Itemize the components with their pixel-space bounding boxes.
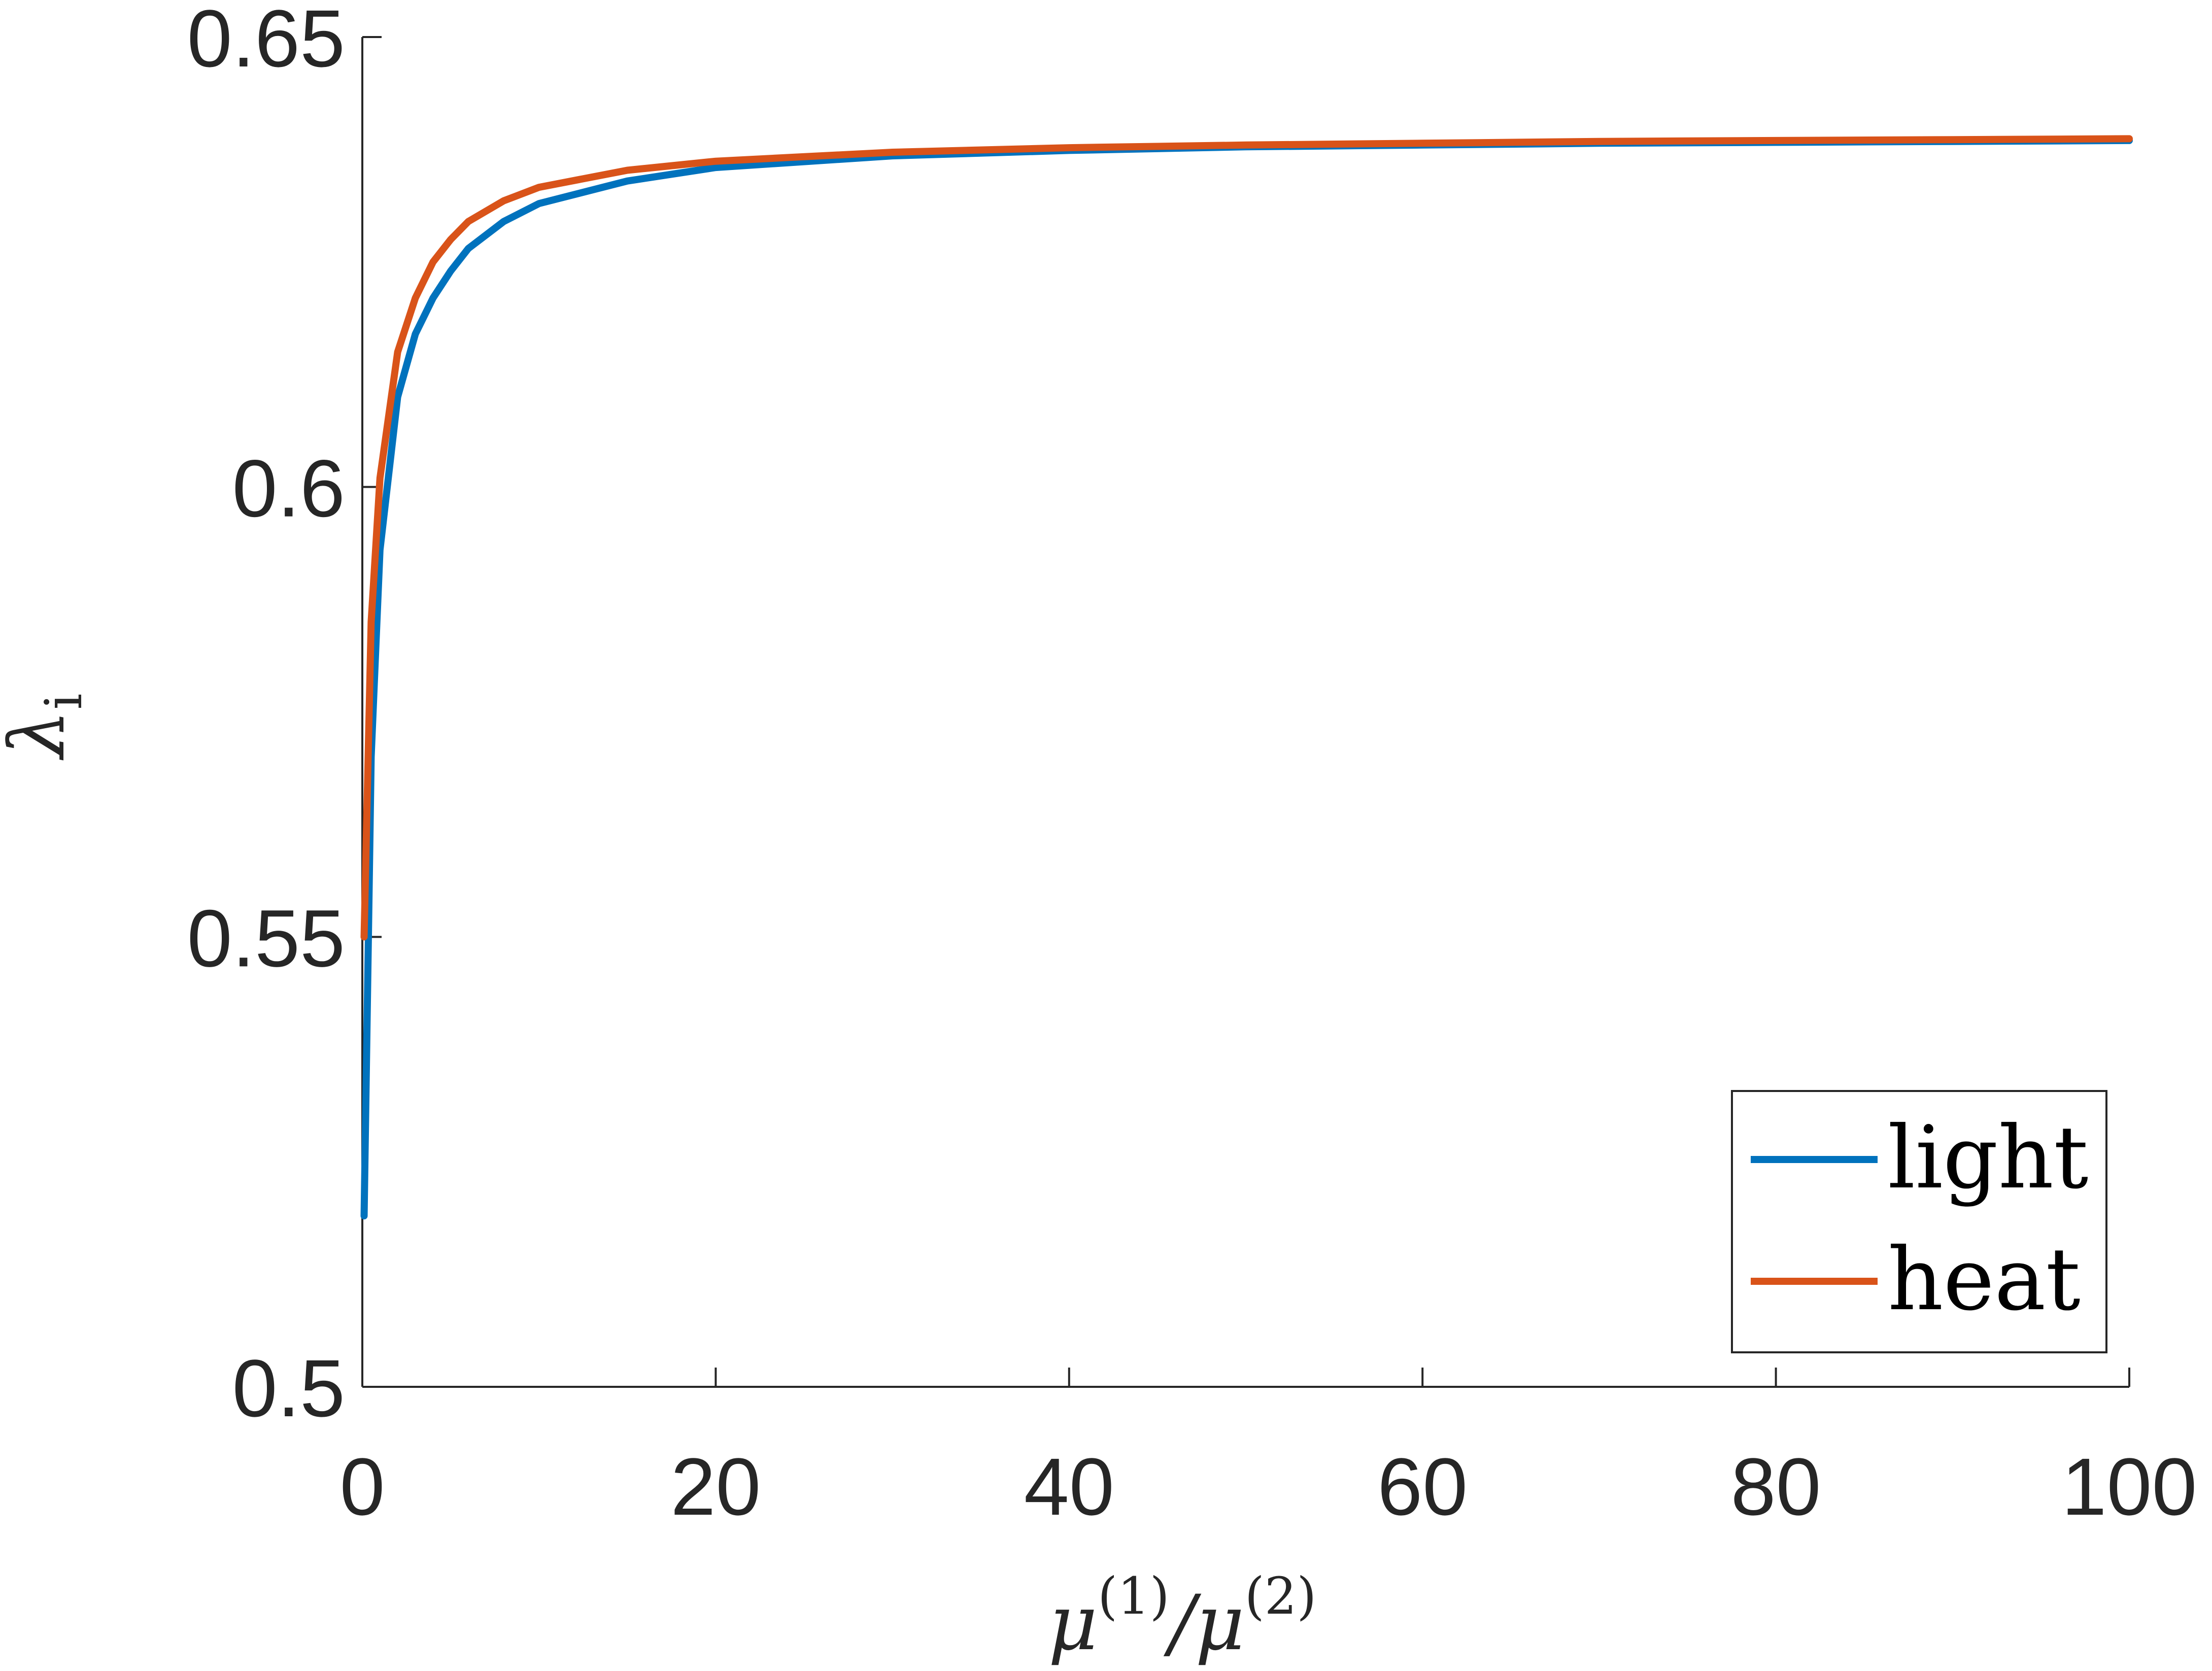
legend: light heat (1731, 1090, 2107, 1353)
y-tick-label: 0.6 (232, 443, 345, 534)
series-line-heat (360, 135, 2133, 941)
y-axis-label: λi (0, 693, 93, 760)
y-tick-label: 0.55 (187, 893, 345, 983)
x-axis-label: μ(1)/μ(2) (1048, 1566, 1317, 1667)
x-tick-label: 100 (2062, 1441, 2197, 1532)
legend-box (1731, 1090, 2107, 1353)
x-tick-label: 60 (1377, 1441, 1468, 1532)
x-tick-label: 80 (1731, 1441, 1821, 1532)
series-line-light (360, 137, 2133, 1220)
x-axis: 0 20 40 60 80 100 (340, 1368, 2197, 1532)
legend-label-light: light (1888, 1108, 2088, 1208)
x-tick-label: 0 (340, 1441, 385, 1532)
x-tick-label: 20 (670, 1441, 761, 1532)
series-layer (360, 135, 2133, 1220)
y-tick-label: 0.5 (232, 1343, 345, 1434)
x-tick-label: 40 (1024, 1441, 1114, 1532)
y-axis: 0.5 0.55 0.6 0.65 (187, 0, 382, 1434)
y-tick-label: 0.65 (187, 0, 345, 84)
legend-label-heat: heat (1888, 1230, 2081, 1330)
